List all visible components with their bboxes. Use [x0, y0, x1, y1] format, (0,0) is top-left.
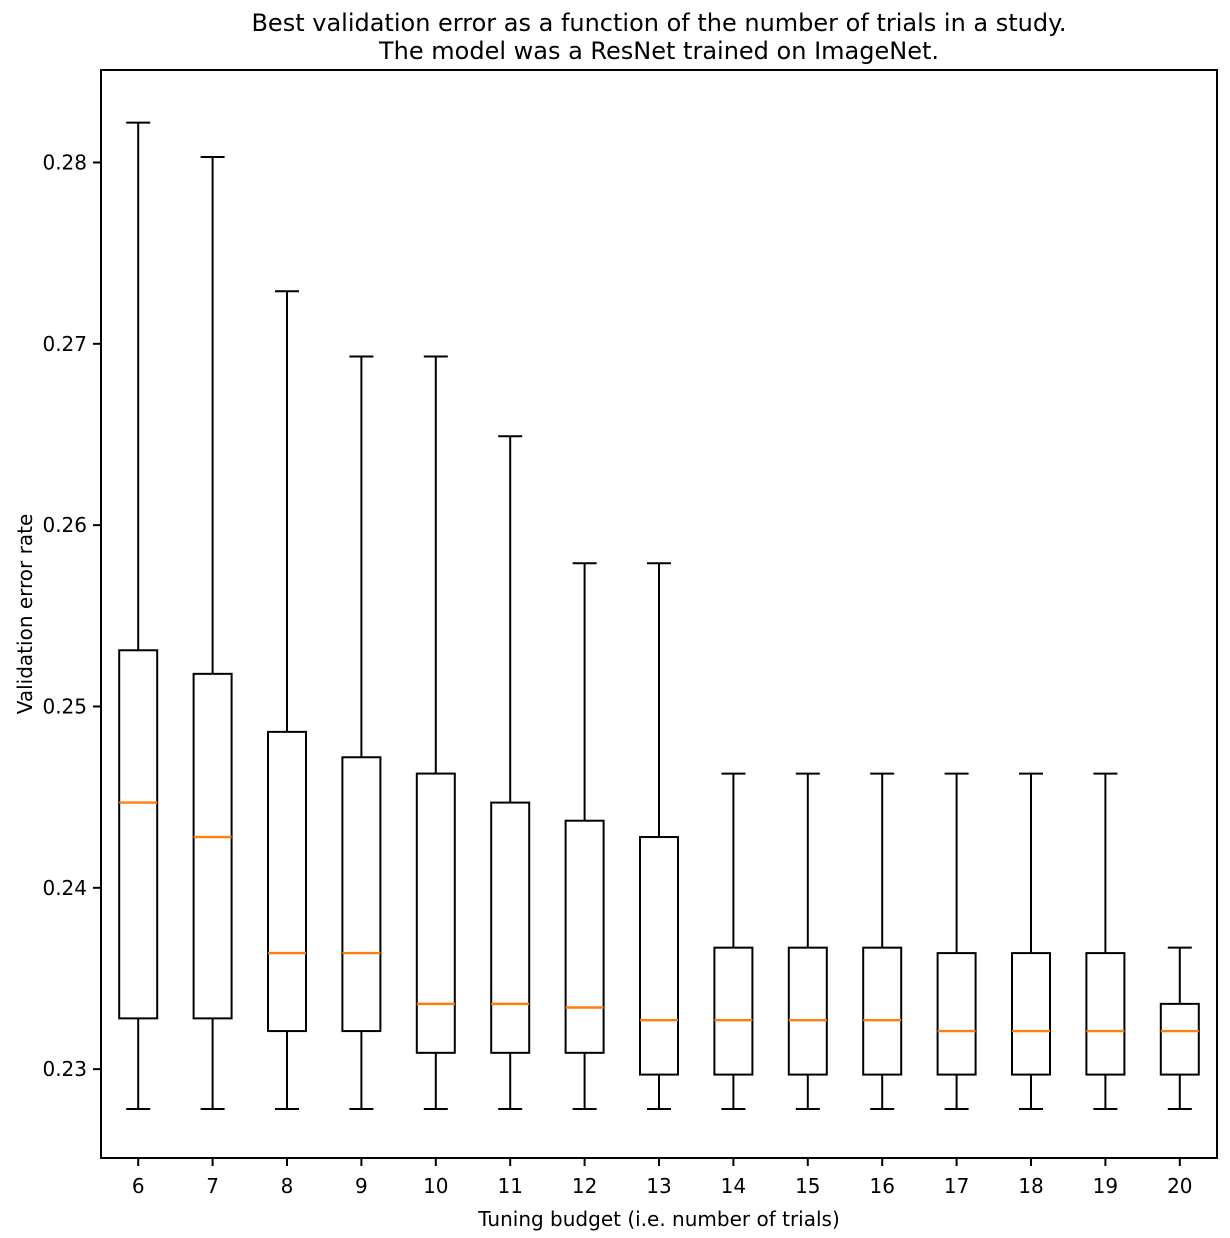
y-axis-label: Validation error rate [13, 514, 37, 715]
iqr-box [862, 946, 903, 1076]
iqr-box [118, 649, 159, 1020]
iqr-box [787, 946, 828, 1076]
iqr-box [1159, 1002, 1200, 1076]
y-tick-label: 0.24 [42, 876, 87, 900]
plot-area: 0.23 0.24 0.25 0.26 0.27 0.28 6 7 8 9 10 11 12 13 14 15… [42, 69, 1218, 1198]
x-tick-label: 18 [1018, 1174, 1043, 1198]
y-tick-label: 0.27 [42, 332, 87, 356]
x-tick-label: 14 [721, 1174, 746, 1198]
iqr-box [341, 756, 382, 1033]
x-tick-label: 12 [572, 1174, 597, 1198]
y-tick-label: 0.25 [42, 694, 87, 718]
y-tick-label: 0.23 [42, 1057, 87, 1081]
x-tick-label: 17 [944, 1174, 969, 1198]
iqr-box [490, 801, 531, 1054]
iqr-box [267, 730, 307, 1033]
x-tick-label: 8 [281, 1174, 294, 1198]
chart-title-line-1: Best validation error as a function of t… [251, 9, 1066, 37]
iqr-box [564, 819, 605, 1054]
iqr-box [192, 672, 233, 1020]
x-tick-label: 10 [423, 1174, 448, 1198]
x-axis-label: Tuning budget (i.e. number of trials) [477, 1207, 840, 1231]
x-tick-label: 20 [1167, 1174, 1192, 1198]
x-tick-label: 15 [795, 1174, 820, 1198]
x-tick-label: 19 [1093, 1174, 1118, 1198]
iqr-box [639, 836, 679, 1076]
iqr-box [1085, 952, 1126, 1076]
iqr-box [1011, 952, 1051, 1076]
x-tick-label: 11 [497, 1174, 522, 1198]
x-tick-label: 7 [206, 1174, 219, 1198]
x-tick-label: 13 [646, 1174, 671, 1198]
iqr-box [713, 946, 754, 1076]
y-tick-label: 0.26 [42, 513, 87, 537]
y-tick-label: 0.28 [42, 150, 87, 174]
chart-title-line-2: The model was a ResNet trained on ImageN… [378, 37, 939, 65]
x-tick-label: 16 [869, 1174, 894, 1198]
iqr-box [415, 772, 456, 1054]
x-tick-label: 6 [132, 1174, 145, 1198]
x-tick-label: 9 [355, 1174, 368, 1198]
iqr-box [936, 952, 977, 1076]
